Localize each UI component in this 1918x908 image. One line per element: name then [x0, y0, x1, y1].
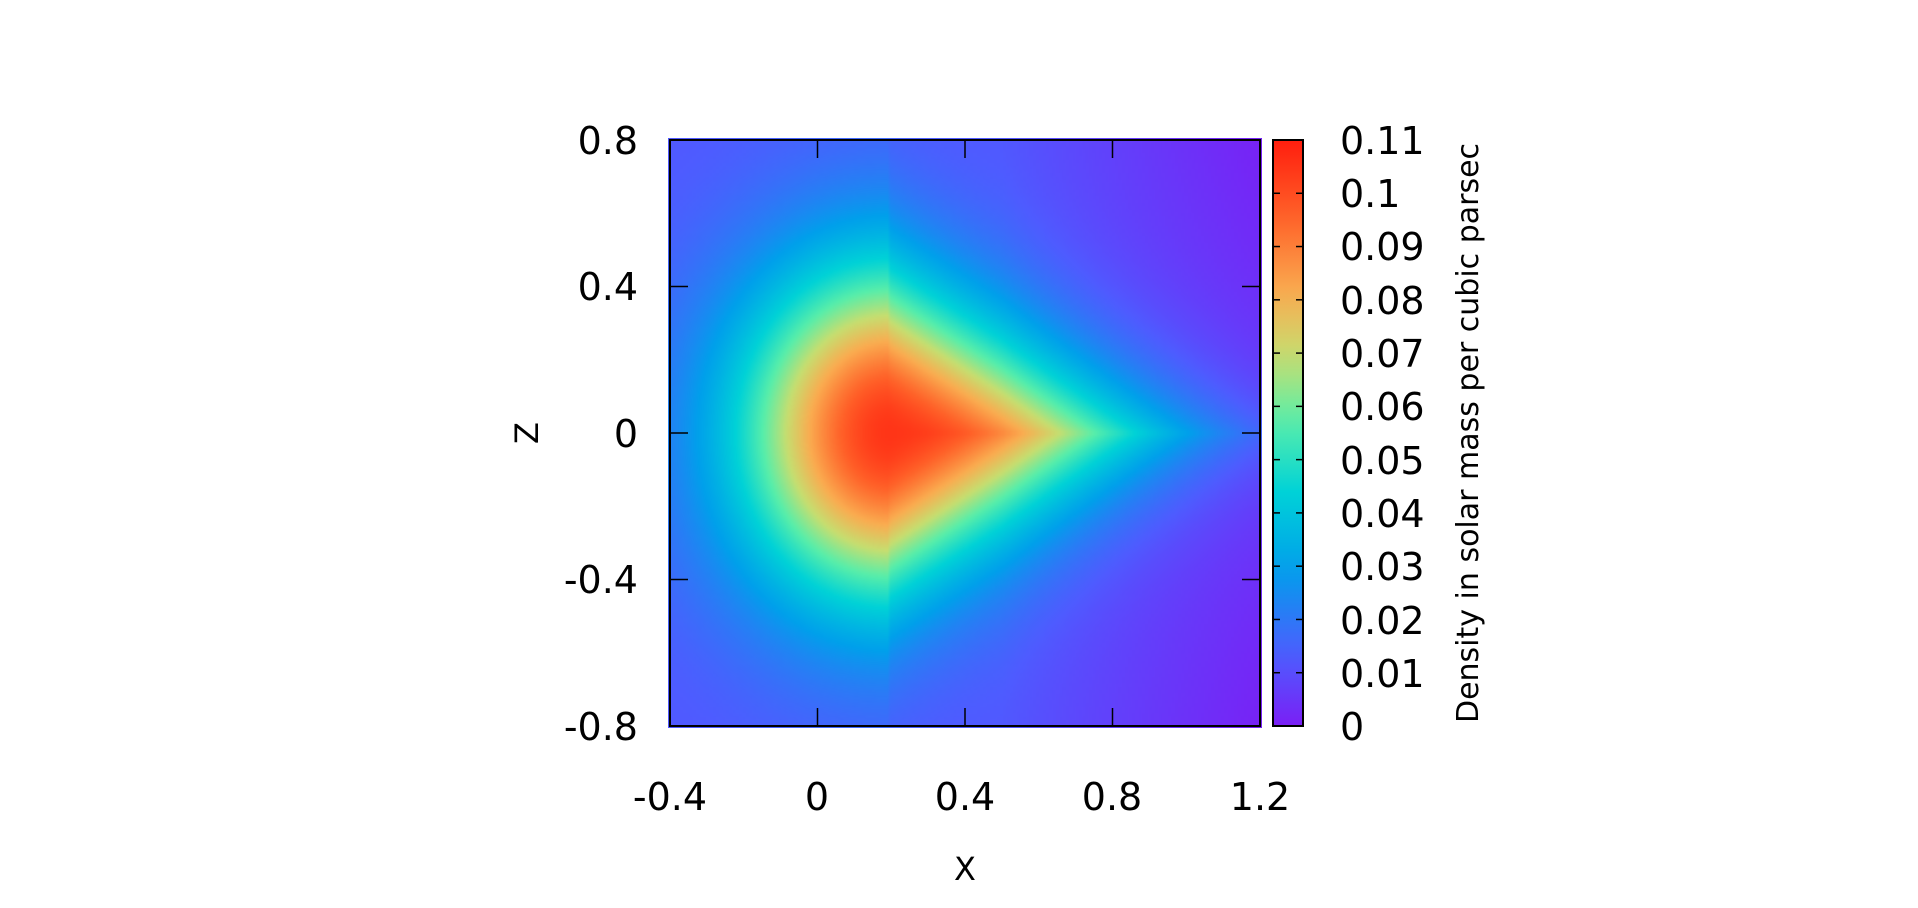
x-axis-label: X — [954, 850, 976, 888]
y-tick-labels: 0.8 0.4 0 -0.4 -0.8 — [564, 119, 638, 749]
y-tick-label: -0.4 — [564, 558, 638, 602]
plot-ticks — [669, 139, 1261, 727]
y-tick-label: 0.8 — [578, 119, 638, 163]
x-tick-label: 0 — [805, 775, 829, 819]
x-tick-label: 0.8 — [1082, 775, 1142, 819]
colorbar-tick-label: 0.07 — [1340, 332, 1425, 376]
colorbar-tick-label: 0.11 — [1340, 119, 1425, 163]
colorbar-tick-label: 0.05 — [1340, 439, 1425, 483]
colorbar-tick-label: 0.09 — [1340, 225, 1425, 269]
colorbar-tick-label: 0.03 — [1340, 545, 1425, 589]
y-axis-label: Z — [508, 422, 546, 444]
colorbar-tick-labels: 0.11 0.1 0.09 0.08 0.07 0.06 0.05 0.04 0… — [1340, 119, 1425, 749]
colorbar-frame — [1272, 139, 1304, 727]
colorbar-tick-label: 0.08 — [1340, 279, 1425, 323]
x-tick-label: -0.4 — [633, 775, 707, 819]
colorbar: 0.11 0.1 0.09 0.08 0.07 0.06 0.05 0.04 0… — [1272, 119, 1486, 749]
colorbar-tick-label: 0.01 — [1340, 652, 1425, 696]
colorbar-tick-label: 0.1 — [1340, 172, 1400, 216]
x-tick-label: 0.4 — [935, 775, 995, 819]
colorbar-gradient — [1273, 140, 1303, 726]
heatmap-area — [668, 138, 1262, 728]
colorbar-tick-label: 0 — [1340, 705, 1364, 749]
colorbar-tick-label: 0.04 — [1340, 492, 1425, 536]
heatmap-image — [668, 138, 1262, 728]
y-tick-label: 0 — [614, 412, 638, 456]
colorbar-label: Density in solar mass per cubic parsec — [1451, 143, 1486, 723]
y-tick-label: -0.8 — [564, 705, 638, 749]
y-tick-label: 0.4 — [578, 265, 638, 309]
colorbar-tick-label: 0.06 — [1340, 385, 1425, 429]
colorbar-ticks — [1273, 139, 1303, 727]
x-tick-label: 1.2 — [1230, 775, 1290, 819]
x-tick-labels: -0.4 0 0.4 0.8 1.2 — [633, 775, 1290, 819]
colorbar-tick-label: 0.02 — [1340, 599, 1425, 643]
